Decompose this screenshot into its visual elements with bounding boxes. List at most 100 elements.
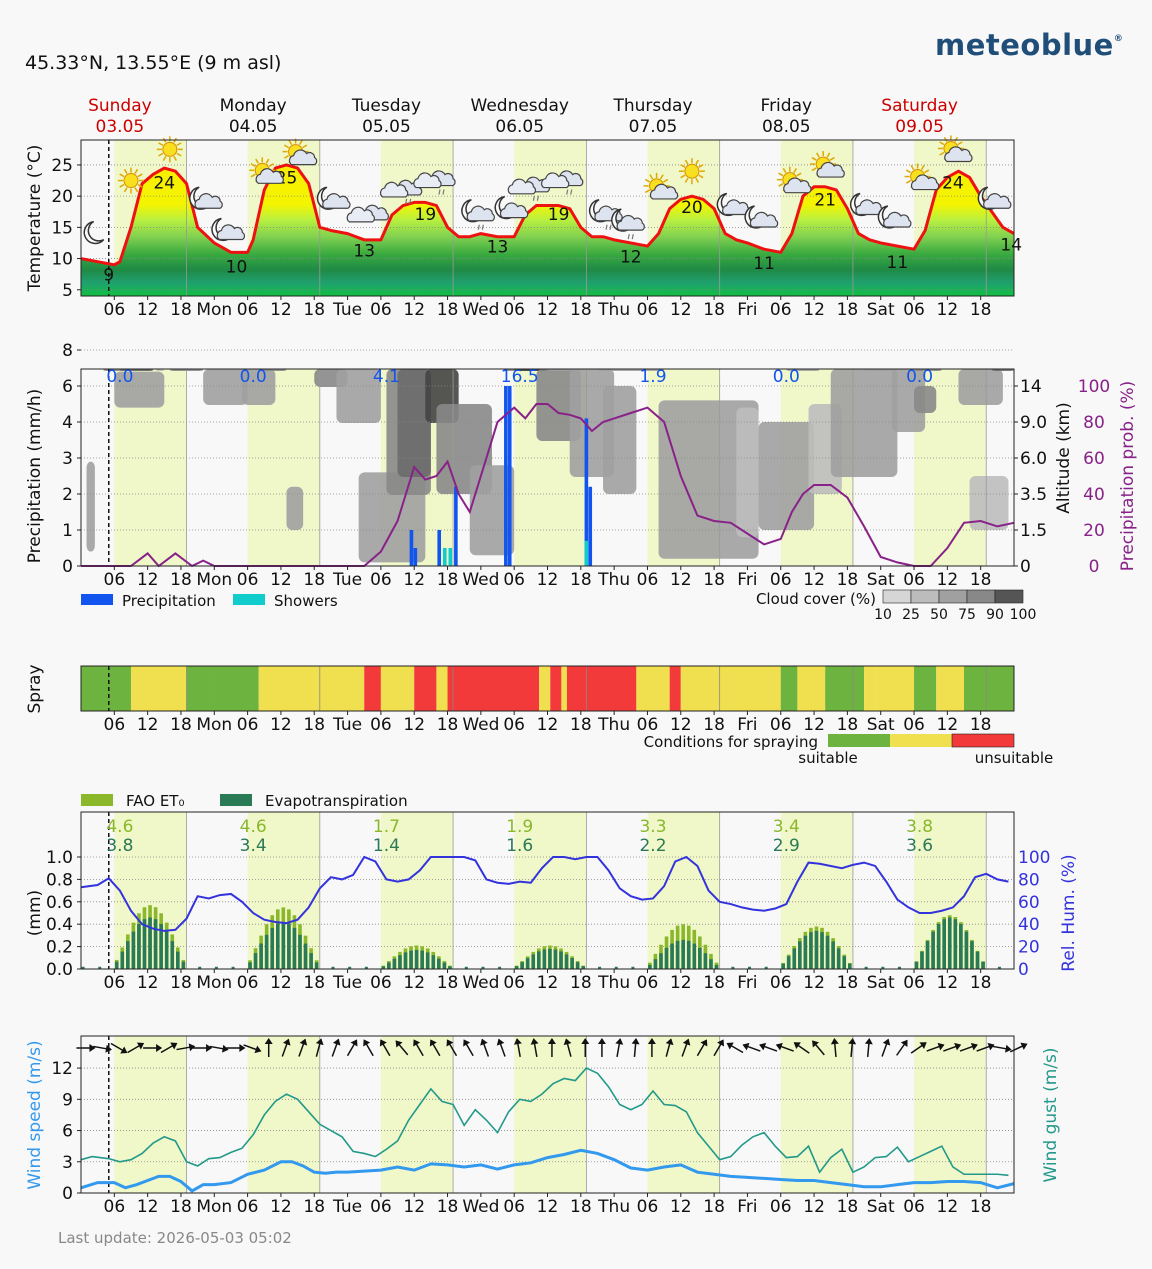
x-tick-label: 18	[703, 1197, 725, 1217]
spray-segment	[186, 666, 212, 711]
x-tick-label: 06	[637, 570, 659, 590]
et-bar	[786, 956, 791, 969]
x-tick-label: Fri	[737, 1197, 757, 1217]
et-bar	[525, 958, 530, 969]
et-bar	[881, 966, 885, 969]
et-bar	[714, 964, 719, 969]
humidity-tick-label: 80	[1018, 870, 1040, 890]
legend-et-label: Evapotranspiration	[265, 792, 408, 810]
cloud-patch	[336, 369, 381, 423]
temperature-label: 13	[353, 242, 375, 262]
daily-et-sum: 3.4	[240, 836, 267, 856]
x-tick-label: 18	[703, 570, 725, 590]
altitude-tick-label: 3.5	[1020, 485, 1047, 505]
x-tick-label: 12	[803, 1197, 825, 1217]
temperature-label: 21	[814, 191, 836, 211]
x-tick-label: Fri	[737, 973, 757, 993]
et-bar	[581, 966, 586, 969]
x-tick-label: Thu	[597, 715, 630, 735]
daily-precip-sum: 1.9	[639, 367, 666, 387]
x-tick-label: 06	[903, 715, 925, 735]
daily-precip-sum: 0.0	[240, 367, 267, 387]
cloud-patch	[830, 369, 898, 477]
x-tick-label: 18	[837, 1197, 859, 1217]
spray-segment	[680, 666, 781, 711]
x-tick-label: 18	[170, 570, 192, 590]
daylight-band	[780, 1036, 853, 1193]
x-tick-label: 12	[537, 973, 559, 993]
et-bar	[520, 962, 524, 969]
et-bar	[920, 951, 924, 969]
daily-fao-sum: 1.9	[506, 817, 533, 837]
legend-suitable-label: suitable	[798, 749, 857, 767]
x-tick-label: Fri	[737, 715, 757, 735]
spray-segment	[364, 666, 381, 711]
daily-fao-sum: 3.3	[639, 817, 666, 837]
wind-arrow	[647, 1038, 656, 1057]
et-bar	[309, 953, 313, 969]
et-bar	[598, 966, 602, 969]
wind-arrow	[480, 1038, 490, 1057]
meteoblue-logo[interactable]: meteoblue®	[935, 28, 1123, 62]
x-tick-label: 12	[803, 570, 825, 590]
et-bar	[181, 961, 186, 969]
wind-arrow	[395, 1040, 409, 1056]
x-tick-label: 18	[303, 973, 325, 993]
wind-arrow	[713, 1039, 725, 1057]
x-tick-label: 06	[903, 300, 925, 320]
humidity-tick-label: 100	[1018, 848, 1050, 868]
wind-arrow	[243, 1044, 262, 1054]
et-bar	[137, 924, 141, 969]
legend-suitable-swatch	[828, 734, 890, 747]
x-tick-label: 12	[937, 715, 959, 735]
wind-axis-label: Wind speed (m/s)	[25, 1040, 45, 1189]
et-bar	[159, 924, 163, 969]
cloud-patch	[114, 371, 165, 408]
et-bar	[398, 955, 402, 969]
spray-segment	[342, 666, 365, 711]
et-bar	[614, 966, 618, 969]
daily-precip-sum: 16.5	[501, 367, 539, 387]
et-bar	[731, 966, 735, 969]
x-tick-label: Thu	[597, 1197, 630, 1217]
temperature-panel: 92410251319131912201121112414510152025Te…	[25, 135, 1022, 320]
legend-fao-swatch	[81, 794, 113, 806]
sun-icon	[156, 136, 183, 163]
x-tick-label: 18	[703, 973, 725, 993]
y-tick-label: 1	[62, 521, 73, 541]
spray-segment	[825, 666, 865, 711]
precip-bar	[504, 386, 508, 566]
wind-arrow	[463, 1039, 474, 1057]
wind-arrow	[1009, 1042, 1028, 1053]
precip-bar	[437, 530, 442, 566]
et-bar	[897, 966, 901, 969]
x-tick-label: 06	[903, 570, 925, 590]
x-tick-label: Tue	[332, 300, 362, 320]
et-bar	[148, 917, 152, 969]
et-bar	[248, 962, 252, 969]
x-tick-label: 12	[670, 715, 692, 735]
spray-segment	[414, 666, 437, 711]
wind-arrow	[581, 1038, 590, 1057]
day-name: Wednesday	[471, 96, 569, 116]
et-bar	[553, 949, 558, 969]
cloud-patch	[758, 422, 815, 530]
y-tick-label: 0.6	[46, 893, 73, 913]
x-tick-label: 18	[303, 570, 325, 590]
et-bar	[559, 951, 563, 969]
y-tick-label: 15	[51, 218, 73, 238]
x-tick-label: 18	[437, 300, 459, 320]
sun-cloud-icon	[282, 138, 318, 166]
last-update: Last update: 2026-05-03 05:02	[58, 1229, 292, 1247]
day-date: 07.05	[629, 117, 678, 137]
x-tick-label: 12	[137, 973, 159, 993]
altitude-tick-label: 9.0	[1020, 413, 1047, 433]
x-tick-label: Fri	[737, 570, 757, 590]
temperature-label: 13	[487, 237, 509, 257]
x-tick-label: Mon	[196, 973, 232, 993]
sun-cloud-icon	[643, 172, 679, 200]
x-tick-label: 06	[104, 715, 126, 735]
x-tick-label: 06	[503, 1197, 525, 1217]
altitude-tick-label: 14	[1020, 377, 1042, 397]
